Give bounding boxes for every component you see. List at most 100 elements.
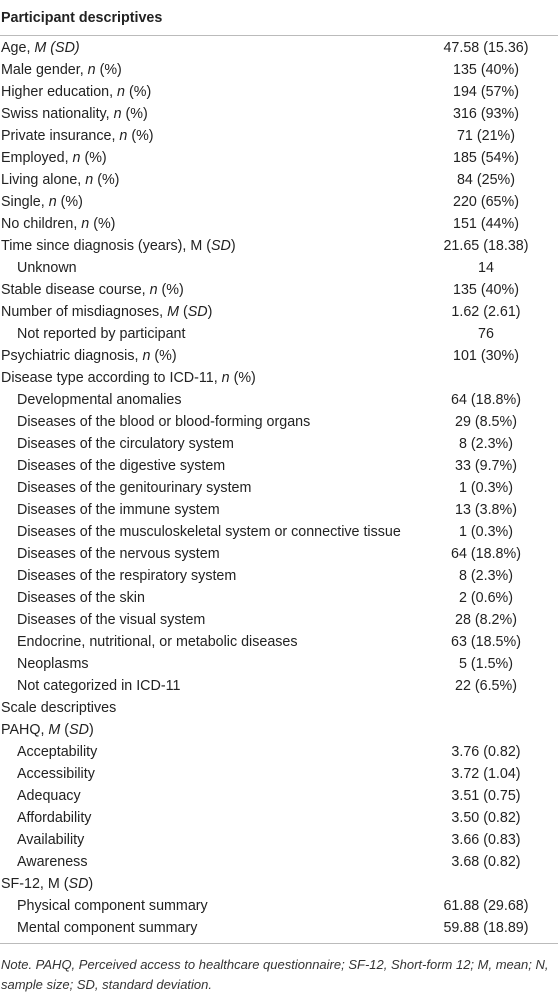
- label-part: (: [60, 722, 70, 738]
- row-label: Neoplasms: [0, 653, 411, 675]
- sub-row: Adequacy 3.51 (0.75): [0, 785, 558, 807]
- row-value: 76: [478, 326, 494, 342]
- label-part: Male gender,: [1, 62, 88, 78]
- table-body: Age, M (SD) 47.58 (15.36) Male gender, n (…: [0, 36, 558, 944]
- row-label: Availability: [0, 829, 411, 851]
- row-value: 3.72 (1.04): [451, 766, 521, 782]
- row-label: Private insurance, n (%): [0, 125, 411, 147]
- label-part: Physical component summary: [17, 898, 208, 914]
- label-part: (%): [93, 172, 120, 188]
- row-value: 64 (18.8%): [451, 546, 521, 562]
- table-row: Age, M (SD) 47.58 (15.36): [0, 37, 558, 59]
- row-label: Living alone, n (%): [0, 169, 411, 191]
- row-value: 33 (9.7%): [455, 458, 517, 474]
- label-part: Mental component summary: [17, 920, 198, 936]
- label-part: M: [48, 722, 61, 738]
- sub-row: Diseases of the musculoskeletal system o…: [0, 521, 558, 543]
- row-label: Mental component summary: [0, 917, 411, 939]
- sub-row: Not reported by participant 76: [0, 323, 558, 345]
- row-label: Adequacy: [0, 785, 411, 807]
- sub-row: Availability 3.66 (0.83): [0, 829, 558, 851]
- row-label: Not categorized in ICD-11: [0, 675, 411, 697]
- row-label: Time since diagnosis (years), M (SD): [0, 235, 411, 257]
- row-label: Stable disease course, n (%): [0, 279, 411, 301]
- label-part: (%): [89, 216, 116, 232]
- label-part: Diseases of the immune system: [17, 502, 220, 518]
- row-value: [411, 367, 558, 389]
- label-part: Diseases of the respiratory system: [17, 568, 237, 584]
- label-part: n: [85, 172, 94, 188]
- label-part: n: [142, 348, 151, 364]
- row-label: No children, n (%): [0, 213, 411, 235]
- sub-row: Diseases of the circulatory system 8 (2.3…: [0, 433, 558, 455]
- row-label: Diseases of the genitourinary system: [0, 477, 411, 499]
- table-row: Stable disease course, n (%) 135 (40%): [0, 279, 558, 301]
- table-row: Disease type according to ICD-11, n (%): [0, 367, 558, 389]
- table-row: Number of misdiagnoses, M (SD) 1.62 (2.61…: [0, 301, 558, 323]
- label-part: n: [113, 106, 122, 122]
- row-label: Swiss nationality, n (%): [0, 103, 411, 125]
- label-part: (%): [121, 106, 148, 122]
- row-label: Single, n (%): [0, 191, 411, 213]
- label-part: Single,: [1, 194, 49, 210]
- sub-row: Diseases of the skin 2 (0.6%): [0, 587, 558, 609]
- row-label: Diseases of the digestive system: [0, 455, 411, 477]
- label-part: Neoplasms: [17, 656, 89, 672]
- label-part: n: [221, 370, 230, 386]
- table-row: Single, n (%) 220 (65%): [0, 191, 558, 213]
- label-part: Affordability: [17, 810, 92, 826]
- row-value: 22 (6.5%): [455, 678, 517, 694]
- row-value: 63 (18.5%): [451, 634, 521, 650]
- row-label: Not reported by participant: [0, 323, 411, 345]
- row-label: Diseases of the circulatory system: [0, 433, 411, 455]
- sub-row: Diseases of the nervous system 64 (18.8%): [0, 543, 558, 565]
- label-part: n: [149, 282, 158, 298]
- label-part: n: [117, 84, 125, 100]
- sub-row: Unknown 14: [0, 257, 558, 279]
- row-value: 84 (25%): [456, 172, 515, 188]
- label-part: Diseases of the genitourinary system: [17, 480, 252, 496]
- row-value: 47.58 (15.36): [443, 40, 529, 56]
- label-part: Swiss nationality,: [1, 106, 114, 122]
- row-value: 3.66 (0.83): [451, 832, 521, 848]
- row-value: 21.65 (18.38): [443, 238, 529, 254]
- row-label: Endocrine, nutritional, or metabolic dis…: [0, 631, 411, 653]
- row-value: 101 (30%): [453, 348, 519, 364]
- table-row: Living alone, n (%) 84 (25%): [0, 169, 558, 191]
- label-part: Diseases of the musculoskeletal system o…: [17, 524, 401, 540]
- sub-row: Diseases of the visual system 28 (8.2%): [0, 609, 558, 631]
- row-value: 1 (0.3%): [458, 524, 514, 540]
- row-value: 3.68 (0.82): [451, 854, 521, 870]
- row-value: [411, 697, 558, 719]
- row-value: 135 (40%): [453, 62, 519, 78]
- row-label: Acceptability: [0, 741, 411, 763]
- label-part: SD: [187, 304, 208, 320]
- row-label: Age, M (SD): [0, 37, 411, 59]
- table-row: Scale descriptives: [0, 697, 558, 719]
- label-part: Developmental anomalies: [17, 392, 182, 408]
- label-part: No children,: [1, 216, 82, 232]
- label-part: Not categorized in ICD-11: [17, 678, 181, 694]
- row-value: 3.76 (0.82): [451, 744, 521, 760]
- label-part: ): [88, 722, 94, 738]
- row-label: Psychiatric diagnosis, n (%): [0, 345, 411, 367]
- table-row: Swiss nationality, n (%) 316 (93%): [0, 103, 558, 125]
- label-part: Diseases of the visual system: [17, 612, 206, 628]
- row-value: [411, 719, 558, 741]
- row-label: Awareness: [0, 851, 411, 873]
- label-part: M (SD): [34, 40, 80, 56]
- row-value: 1 (0.3%): [458, 480, 514, 496]
- row-label: SF-12, M (SD): [0, 873, 411, 895]
- row-value: 2 (0.6%): [458, 590, 514, 606]
- row-label: Diseases of the blood or blood-forming o…: [0, 411, 411, 433]
- row-value: 1.62 (2.61): [451, 304, 521, 320]
- row-value: [411, 873, 558, 895]
- label-part: Diseases of the digestive system: [17, 458, 226, 474]
- label-part: (%): [157, 282, 184, 298]
- sub-row: Endocrine, nutritional, or metabolic dis…: [0, 631, 558, 653]
- row-value: 61.88 (29.68): [443, 898, 529, 914]
- label-part: Availability: [17, 832, 85, 848]
- row-label: Diseases of the immune system: [0, 499, 411, 521]
- label-part: SF-12, M (: [1, 876, 69, 892]
